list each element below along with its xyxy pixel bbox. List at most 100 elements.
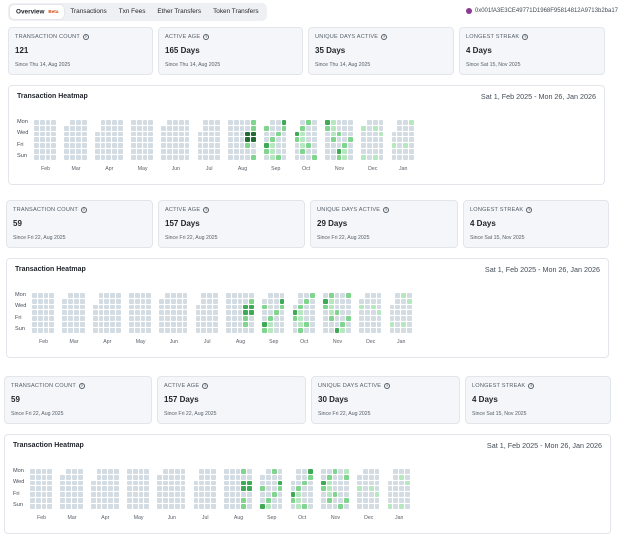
heatmap-cell[interactable] (81, 154, 87, 160)
heatmap-cell[interactable] (68, 298, 73, 304)
heatmap-cell[interactable] (277, 498, 283, 503)
heatmap-cell[interactable] (100, 120, 106, 125)
heatmap-cell[interactable] (134, 327, 140, 333)
heatmap-cell[interactable] (266, 469, 271, 474)
heatmap-cell[interactable] (235, 498, 241, 503)
heatmap-cell[interactable] (370, 316, 376, 321)
heatmap-cell[interactable] (169, 503, 174, 509)
heatmap-cell[interactable] (51, 149, 57, 154)
heatmap-cell[interactable] (132, 492, 138, 497)
heatmap-cell[interactable] (43, 322, 49, 327)
heatmap-cell[interactable] (45, 149, 51, 154)
heatmap-cell[interactable] (342, 125, 348, 131)
heatmap-cell[interactable] (81, 120, 87, 125)
heatmap-cell[interactable] (41, 503, 47, 509)
heatmap-cell[interactable] (146, 304, 152, 310)
heatmap-cell[interactable] (184, 125, 190, 131)
heatmap-cell[interactable] (235, 480, 241, 486)
heatmap-cell[interactable] (62, 322, 68, 327)
heatmap-cell[interactable] (292, 327, 298, 333)
heatmap-cell[interactable] (334, 327, 340, 333)
heatmap-cell[interactable] (148, 125, 154, 131)
heatmap-cell[interactable] (35, 498, 41, 503)
heatmap-cell[interactable] (409, 131, 414, 137)
heatmap-cell[interactable] (363, 492, 368, 497)
heatmap-cell[interactable] (79, 293, 85, 298)
heatmap-cell[interactable] (178, 137, 184, 143)
heatmap-cell[interactable] (102, 503, 108, 509)
heatmap-cell[interactable] (66, 480, 71, 486)
heatmap-cell[interactable] (108, 503, 113, 509)
heatmap-cell[interactable] (174, 474, 180, 480)
heatmap-cell[interactable] (338, 503, 344, 509)
heatmap-cell[interactable] (157, 492, 163, 497)
heatmap-cell[interactable] (260, 498, 265, 503)
heatmap-cell[interactable] (262, 298, 267, 304)
heatmap-cell[interactable] (241, 503, 247, 509)
heatmap-cell[interactable] (173, 154, 178, 160)
heatmap-cell[interactable] (275, 143, 281, 148)
heatmap-cell[interactable] (395, 316, 401, 321)
heatmap-cell[interactable] (62, 298, 68, 304)
heatmap-cell[interactable] (245, 137, 251, 143)
heatmap-cell[interactable] (397, 149, 403, 154)
heatmap-cell[interactable] (129, 298, 134, 304)
heatmap-cell[interactable] (167, 120, 172, 125)
heatmap-cell[interactable] (213, 298, 218, 304)
heatmap-cell[interactable] (131, 120, 136, 125)
heatmap-cell[interactable] (49, 322, 55, 327)
heatmap-cell[interactable] (342, 120, 348, 125)
heatmap-cell[interactable] (199, 503, 205, 509)
heatmap-cell[interactable] (245, 154, 251, 160)
heatmap-cell[interactable] (176, 293, 182, 298)
heatmap-cell[interactable] (224, 503, 229, 509)
heatmap-cell[interactable] (215, 143, 220, 148)
heatmap-cell[interactable] (226, 304, 231, 310)
heatmap-cell[interactable] (104, 298, 110, 304)
heatmap-cell[interactable] (197, 131, 203, 137)
heatmap-cell[interactable] (39, 149, 45, 154)
heatmap-cell[interactable] (165, 316, 170, 321)
heatmap-cell[interactable] (148, 143, 154, 148)
heatmap-cell[interactable] (376, 316, 382, 321)
heatmap-cell[interactable] (62, 327, 68, 333)
heatmap-cell[interactable] (279, 298, 285, 304)
heatmap-cell[interactable] (300, 149, 306, 154)
heatmap-cell[interactable] (148, 120, 154, 125)
heatmap-cell[interactable] (132, 486, 138, 492)
heatmap-cell[interactable] (270, 125, 275, 131)
heatmap-cell[interactable] (72, 469, 77, 474)
heatmap-cell[interactable] (32, 310, 37, 316)
heatmap-cell[interactable] (228, 149, 233, 154)
heatmap-cell[interactable] (182, 304, 188, 310)
heatmap-cell[interactable] (138, 503, 144, 509)
heatmap-cell[interactable] (79, 316, 85, 321)
heatmap-cell[interactable] (266, 492, 271, 497)
heatmap-cell[interactable] (39, 154, 45, 160)
heatmap-cell[interactable] (266, 474, 271, 480)
heatmap-cell[interactable] (290, 498, 296, 503)
heatmap-cell[interactable] (296, 492, 302, 497)
heatmap-cell[interactable] (68, 316, 73, 321)
heatmap-cell[interactable] (132, 480, 138, 486)
heatmap-cell[interactable] (144, 474, 150, 480)
heatmap-cell[interactable] (140, 298, 146, 304)
heatmap-cell[interactable] (281, 137, 287, 143)
heatmap-cell[interactable] (239, 154, 245, 160)
heatmap-cell[interactable] (325, 131, 330, 137)
heatmap-cell[interactable] (110, 293, 115, 298)
heatmap-cell[interactable] (359, 298, 364, 304)
heatmap-cell[interactable] (342, 143, 348, 148)
heatmap-cell[interactable] (277, 492, 283, 497)
heatmap-cell[interactable] (199, 474, 205, 480)
heatmap-cell[interactable] (403, 131, 408, 137)
heatmap-cell[interactable] (326, 469, 332, 474)
heatmap-cell[interactable] (405, 503, 410, 509)
heatmap-cell[interactable] (260, 486, 265, 492)
heatmap-cell[interactable] (127, 469, 132, 474)
heatmap-cell[interactable] (300, 131, 306, 137)
heatmap-cell[interactable] (98, 327, 104, 333)
heatmap-cell[interactable] (98, 316, 104, 321)
heatmap-cell[interactable] (112, 120, 117, 125)
heatmap-cell[interactable] (334, 298, 340, 304)
